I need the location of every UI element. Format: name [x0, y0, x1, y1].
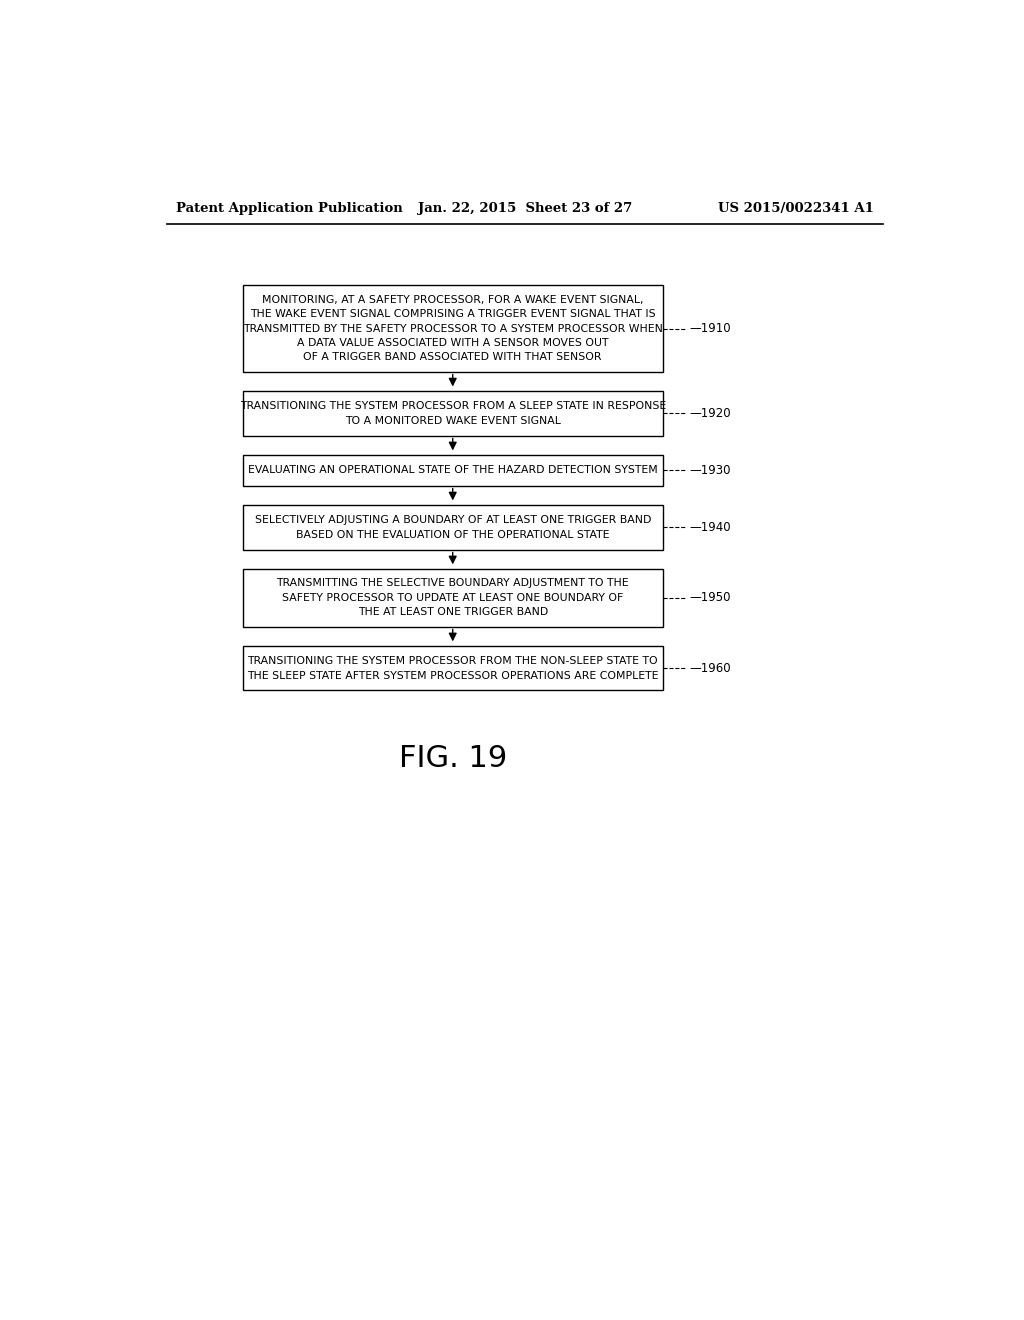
Text: —1910: —1910 — [689, 322, 731, 335]
Text: Patent Application Publication: Patent Application Publication — [176, 202, 402, 215]
Text: THE SLEEP STATE AFTER SYSTEM PROCESSOR OPERATIONS ARE COMPLETE: THE SLEEP STATE AFTER SYSTEM PROCESSOR O… — [247, 671, 658, 681]
Text: OF A TRIGGER BAND ASSOCIATED WITH THAT SENSOR: OF A TRIGGER BAND ASSOCIATED WITH THAT S… — [303, 352, 602, 362]
Text: TRANSMITTED BY THE SAFETY PROCESSOR TO A SYSTEM PROCESSOR WHEN: TRANSMITTED BY THE SAFETY PROCESSOR TO A… — [243, 323, 663, 334]
Text: FIG. 19: FIG. 19 — [398, 744, 507, 774]
Text: —1950: —1950 — [689, 591, 730, 605]
Text: THE WAKE EVENT SIGNAL COMPRISING A TRIGGER EVENT SIGNAL THAT IS: THE WAKE EVENT SIGNAL COMPRISING A TRIGG… — [250, 309, 655, 319]
Text: SAFETY PROCESSOR TO UPDATE AT LEAST ONE BOUNDARY OF: SAFETY PROCESSOR TO UPDATE AT LEAST ONE … — [282, 593, 624, 603]
Bar — [243, 506, 663, 549]
Text: Jan. 22, 2015  Sheet 23 of 27: Jan. 22, 2015 Sheet 23 of 27 — [418, 202, 632, 215]
Text: THE AT LEAST ONE TRIGGER BAND: THE AT LEAST ONE TRIGGER BAND — [357, 607, 548, 618]
Bar — [243, 391, 663, 436]
Text: A DATA VALUE ASSOCIATED WITH A SENSOR MOVES OUT: A DATA VALUE ASSOCIATED WITH A SENSOR MO… — [297, 338, 608, 348]
Text: —1930: —1930 — [689, 463, 730, 477]
Text: —1920: —1920 — [689, 407, 731, 420]
Text: EVALUATING AN OPERATIONAL STATE OF THE HAZARD DETECTION SYSTEM: EVALUATING AN OPERATIONAL STATE OF THE H… — [248, 465, 657, 475]
Bar — [243, 285, 663, 372]
Text: TRANSMITTING THE SELECTIVE BOUNDARY ADJUSTMENT TO THE: TRANSMITTING THE SELECTIVE BOUNDARY ADJU… — [276, 578, 629, 589]
Text: TO A MONITORED WAKE EVENT SIGNAL: TO A MONITORED WAKE EVENT SIGNAL — [345, 416, 561, 426]
Text: MONITORING, AT A SAFETY PROCESSOR, FOR A WAKE EVENT SIGNAL,: MONITORING, AT A SAFETY PROCESSOR, FOR A… — [262, 294, 643, 305]
Text: SELECTIVELY ADJUSTING A BOUNDARY OF AT LEAST ONE TRIGGER BAND: SELECTIVELY ADJUSTING A BOUNDARY OF AT L… — [255, 515, 651, 525]
Text: BASED ON THE EVALUATION OF THE OPERATIONAL STATE: BASED ON THE EVALUATION OF THE OPERATION… — [296, 529, 609, 540]
Text: —1940: —1940 — [689, 520, 731, 533]
Text: TRANSITIONING THE SYSTEM PROCESSOR FROM A SLEEP STATE IN RESPONSE: TRANSITIONING THE SYSTEM PROCESSOR FROM … — [240, 401, 666, 411]
Bar — [243, 455, 663, 486]
Bar — [243, 569, 663, 627]
Text: TRANSITIONING THE SYSTEM PROCESSOR FROM THE NON-SLEEP STATE TO: TRANSITIONING THE SYSTEM PROCESSOR FROM … — [248, 656, 658, 665]
Text: —1960: —1960 — [689, 661, 731, 675]
Text: US 2015/0022341 A1: US 2015/0022341 A1 — [718, 202, 873, 215]
Bar — [243, 645, 663, 690]
